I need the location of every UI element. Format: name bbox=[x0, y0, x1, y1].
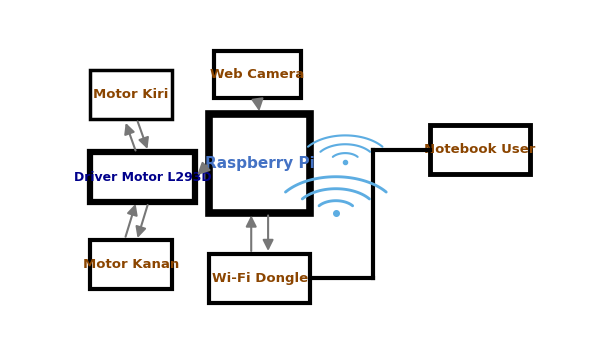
FancyBboxPatch shape bbox=[90, 70, 172, 120]
Text: Wi-Fi Dongle: Wi-Fi Dongle bbox=[212, 272, 308, 285]
FancyBboxPatch shape bbox=[209, 114, 310, 213]
Text: Web Camera: Web Camera bbox=[210, 68, 304, 81]
FancyBboxPatch shape bbox=[90, 240, 172, 289]
FancyBboxPatch shape bbox=[90, 152, 195, 202]
FancyBboxPatch shape bbox=[209, 254, 310, 303]
FancyBboxPatch shape bbox=[214, 51, 301, 98]
FancyBboxPatch shape bbox=[430, 125, 531, 174]
Text: Driver Motor L293D: Driver Motor L293D bbox=[74, 171, 211, 184]
Text: Motor Kanan: Motor Kanan bbox=[83, 258, 179, 271]
Text: Motor Kiri: Motor Kiri bbox=[93, 88, 168, 101]
Text: Notebook User: Notebook User bbox=[424, 143, 535, 156]
Text: Raspberry Pi: Raspberry Pi bbox=[204, 156, 315, 171]
